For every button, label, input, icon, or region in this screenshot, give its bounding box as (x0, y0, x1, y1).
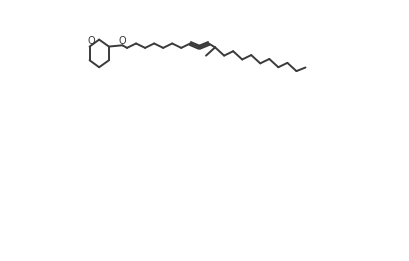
Text: O: O (119, 37, 126, 46)
Text: O: O (88, 37, 95, 46)
